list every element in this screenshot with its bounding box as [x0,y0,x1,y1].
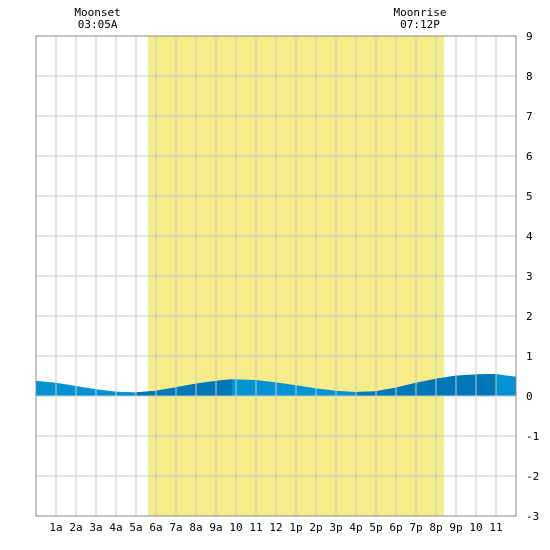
y-tick-label: -2 [526,470,539,483]
y-tick-label: 0 [526,390,533,403]
x-tick-label: 4a [109,521,122,534]
x-tick-label: 7a [169,521,182,534]
x-tick-label: 10 [229,521,242,534]
y-tick-label: 8 [526,70,533,83]
x-tick-label: 6p [389,521,402,534]
y-tick-label: 5 [526,190,533,203]
x-tick-label: 12 [269,521,282,534]
moon-event-time: 03:05A [78,18,118,31]
y-tick-label: 1 [526,350,533,363]
moon-event-label: Moonrise [394,6,447,19]
moon-event-time: 07:12P [400,18,440,31]
x-tick-label: 9a [209,521,222,534]
x-tick-label: 1p [289,521,302,534]
y-tick-label: 4 [526,230,533,243]
moon-event-label: Moonset [74,6,120,19]
x-tick-label: 9p [449,521,462,534]
x-tick-label: 2p [309,521,322,534]
y-tick-label: 6 [526,150,533,163]
x-tick-label: 3p [329,521,342,534]
x-tick-label: 11 [489,521,502,534]
y-tick-label: -1 [526,430,539,443]
x-tick-label: 10 [469,521,482,534]
x-tick-label: 7p [409,521,422,534]
plot-frame [35,35,517,517]
y-tick-label: 3 [526,270,533,283]
rising-tide-segment [356,374,496,396]
x-tick-label: 5p [369,521,382,534]
x-tick-label: 8p [429,521,442,534]
x-tick-label: 3a [89,521,102,534]
x-tick-label: 11 [249,521,262,534]
rising-tide-segment [136,379,232,396]
x-tick-label: 5a [129,521,142,534]
x-tick-label: 6a [149,521,162,534]
x-tick-label: 4p [349,521,362,534]
x-tick-label: 2a [69,521,82,534]
x-tick-label: 1a [49,521,62,534]
y-tick-label: 2 [526,310,533,323]
y-tick-label: 7 [526,110,533,123]
y-tick-label: 9 [526,30,533,43]
x-tick-label: 8a [189,521,202,534]
y-tick-label: -3 [526,510,539,523]
